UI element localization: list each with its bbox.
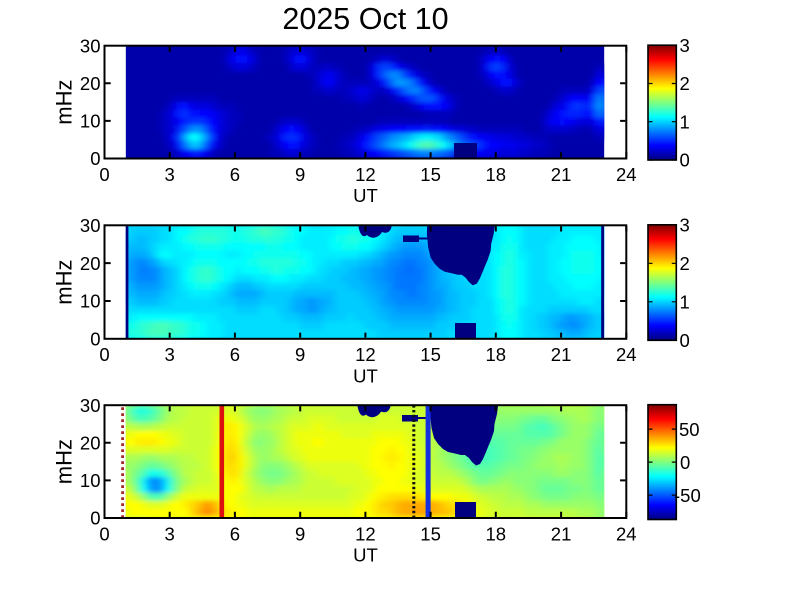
svg-text:21: 21 xyxy=(551,164,572,185)
svg-text:3: 3 xyxy=(680,35,690,56)
svg-text:0: 0 xyxy=(99,523,109,544)
svg-text:mHz: mHz xyxy=(52,259,77,304)
svg-text:10: 10 xyxy=(80,111,101,132)
svg-text:UT: UT xyxy=(353,185,378,206)
svg-text:12: 12 xyxy=(355,164,376,185)
svg-text:1: 1 xyxy=(680,111,690,132)
svg-text:1: 1 xyxy=(680,292,690,313)
svg-text:20: 20 xyxy=(80,253,101,274)
svg-text:10: 10 xyxy=(80,291,101,312)
svg-text:21: 21 xyxy=(551,523,572,544)
svg-text:24: 24 xyxy=(616,164,637,185)
svg-text:0: 0 xyxy=(99,344,109,365)
svg-text:24: 24 xyxy=(616,523,637,544)
svg-text:3: 3 xyxy=(165,164,175,185)
svg-text:30: 30 xyxy=(80,35,101,56)
svg-text:15: 15 xyxy=(420,164,441,185)
svg-text:0: 0 xyxy=(680,330,690,351)
svg-text:20: 20 xyxy=(80,73,101,94)
svg-text:0: 0 xyxy=(90,508,100,529)
svg-text:0: 0 xyxy=(90,148,100,169)
svg-text:3: 3 xyxy=(680,215,690,236)
svg-text:6: 6 xyxy=(230,523,240,544)
svg-text:18: 18 xyxy=(486,523,507,544)
svg-text:-50: -50 xyxy=(674,485,701,506)
svg-text:mHz: mHz xyxy=(52,79,77,124)
svg-text:2025 Oct 10: 2025 Oct 10 xyxy=(282,2,448,36)
svg-text:21: 21 xyxy=(551,344,572,365)
svg-text:2: 2 xyxy=(680,73,690,94)
svg-text:15: 15 xyxy=(420,523,441,544)
svg-text:3: 3 xyxy=(165,523,175,544)
svg-text:0: 0 xyxy=(680,150,690,171)
svg-text:18: 18 xyxy=(486,164,507,185)
svg-text:12: 12 xyxy=(355,523,376,544)
svg-text:9: 9 xyxy=(295,344,305,365)
svg-text:UT: UT xyxy=(353,365,378,386)
svg-text:0: 0 xyxy=(90,329,100,350)
svg-text:30: 30 xyxy=(80,215,101,236)
svg-text:UT: UT xyxy=(353,545,378,566)
svg-text:0: 0 xyxy=(99,164,109,185)
svg-text:20: 20 xyxy=(80,433,101,454)
svg-text:6: 6 xyxy=(230,164,240,185)
svg-text:15: 15 xyxy=(420,344,441,365)
svg-text:2: 2 xyxy=(680,253,690,274)
svg-text:9: 9 xyxy=(295,164,305,185)
svg-text:9: 9 xyxy=(295,523,305,544)
svg-text:18: 18 xyxy=(486,344,507,365)
svg-text:24: 24 xyxy=(616,344,637,365)
svg-text:30: 30 xyxy=(80,395,101,416)
svg-text:12: 12 xyxy=(355,344,376,365)
svg-text:0: 0 xyxy=(680,452,690,473)
svg-text:50: 50 xyxy=(679,419,700,440)
svg-text:6: 6 xyxy=(230,344,240,365)
svg-text:mHz: mHz xyxy=(52,439,77,484)
svg-text:10: 10 xyxy=(80,470,101,491)
svg-text:3: 3 xyxy=(165,344,175,365)
